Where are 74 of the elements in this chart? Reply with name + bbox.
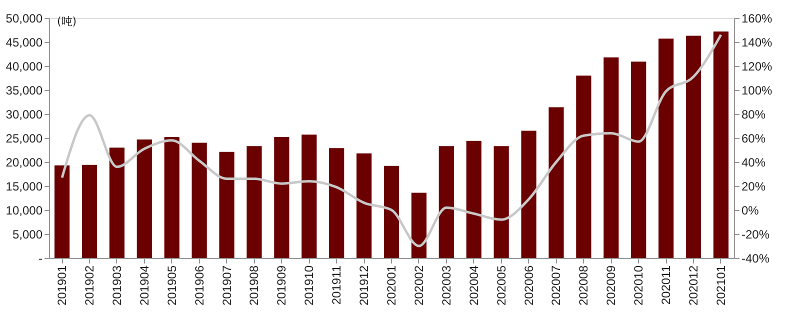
y-tick-label: 20,000: [6, 156, 43, 170]
y-tick-label: 35,000: [6, 84, 43, 98]
y2-tick-label: 140%: [742, 36, 773, 50]
y2-tick-label: 120%: [742, 60, 773, 74]
x-tick-label: 201908: [247, 265, 262, 306]
y-axis-title: (吨): [57, 15, 77, 28]
x-tick-label: 201903: [110, 265, 124, 306]
y-tick-label: 40,000: [6, 60, 43, 74]
y2-tick-label: 40%: [742, 156, 766, 170]
bar: [109, 148, 124, 258]
x-tick-label: 202003: [439, 265, 454, 306]
bar: [274, 137, 290, 258]
x-tick-label: 202008: [576, 265, 591, 306]
x-tick-label: 201907: [220, 265, 234, 306]
bar: [302, 134, 317, 258]
y2-tick-label: 20%: [742, 180, 766, 194]
x-tick-label: 202012: [686, 265, 701, 306]
bar: [329, 148, 344, 258]
x-tick-label: 202004: [466, 265, 481, 306]
x-tick-label: 201902: [82, 265, 96, 306]
y2-tick-label: 80%: [742, 108, 766, 122]
bar: [438, 146, 454, 258]
y2-tick-label: 100%: [742, 84, 773, 98]
x-tick-label: 202002: [412, 265, 426, 306]
bar: [631, 62, 646, 258]
bar: [411, 192, 427, 258]
bar: [219, 152, 234, 258]
bar: [494, 146, 509, 258]
bar: [604, 57, 619, 258]
x-tick-label: 202006: [522, 265, 536, 306]
y-tick-label: 5,000: [12, 228, 43, 242]
bar: [466, 140, 482, 258]
x-tick-label: 202007: [549, 265, 564, 306]
line-series: [60, 34, 722, 248]
y2-tick-label: 0%: [742, 204, 760, 218]
x-tick-label: 202005: [494, 265, 508, 306]
y-tick-label: -: [38, 252, 42, 266]
bar: [136, 139, 152, 258]
y2-tick-label: -20%: [742, 228, 770, 242]
bar: [713, 31, 729, 258]
y-tick-label: 15,000: [6, 180, 43, 194]
bar: [192, 142, 207, 258]
x-tick-label: 201905: [164, 265, 179, 306]
x-tick-label: 201904: [137, 265, 152, 306]
x-tick-label: 202001: [384, 265, 398, 306]
x-tick-label: 202010: [632, 265, 646, 306]
bar: [521, 130, 536, 258]
x-tick-label: 202011: [659, 265, 674, 305]
bar: [164, 137, 180, 258]
x-tick-label: 201909: [274, 265, 289, 306]
y2-tick-label: 160%: [742, 12, 773, 26]
bar: [246, 146, 262, 258]
y2-tick-label: -40%: [742, 252, 770, 266]
bar: [576, 76, 592, 258]
y-tick-label: 25,000: [6, 132, 43, 146]
bar: [54, 165, 70, 258]
bar: [686, 36, 702, 258]
x-tick-label: 201911: [330, 265, 344, 305]
bar: [548, 107, 564, 258]
y-tick-label: 30,000: [6, 108, 43, 122]
y-tick-label: 50,000: [6, 12, 43, 26]
bar: [384, 166, 400, 258]
x-tick-label: 201912: [357, 265, 372, 306]
x-tick-label: 201901: [55, 265, 70, 306]
x-tick-label: 202101: [714, 265, 728, 306]
x-tick-label: 202009: [604, 265, 618, 306]
bar: [82, 164, 98, 258]
bar: [658, 38, 674, 258]
x-tick-label: 201910: [302, 265, 316, 306]
y2-tick-label: 60%: [742, 132, 766, 146]
y-tick-label: 10,000: [6, 204, 43, 218]
x-tick-label: 201906: [192, 265, 206, 306]
bar: [356, 153, 372, 258]
y-tick-label: 45,000: [6, 36, 43, 50]
